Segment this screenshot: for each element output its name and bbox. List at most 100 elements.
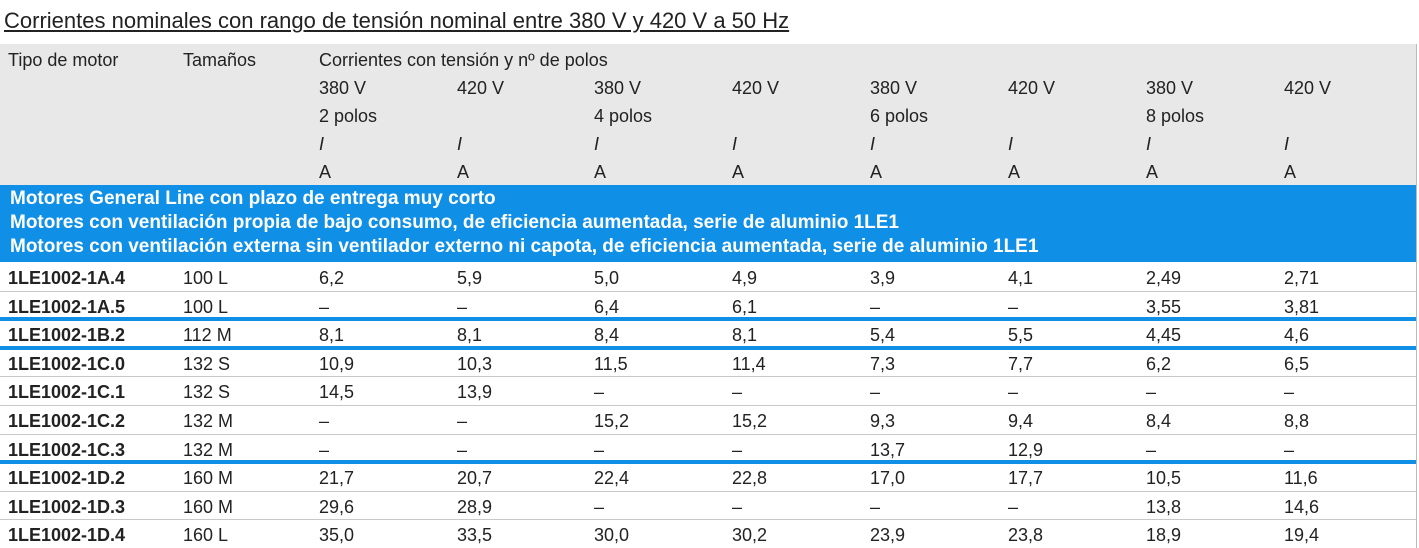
cell: 35,0: [319, 525, 355, 545]
cell: 6,4: [594, 297, 620, 317]
voltage: 380 V: [870, 78, 918, 98]
header: Tipo de motor Tamaños Corrientes con ten…: [0, 44, 1416, 185]
unit: A: [1008, 162, 1021, 182]
cell: 22,4: [594, 468, 630, 488]
cell: –: [319, 440, 330, 460]
cell: 1LE1002-1B.2: [8, 325, 126, 345]
cell: 1LE1002-1D.2: [8, 468, 126, 488]
cell: 11,4: [732, 354, 766, 374]
cell: 6,2: [1146, 354, 1172, 374]
cell: 1LE1002-1C.0: [8, 354, 126, 374]
voltage: 380 V: [319, 78, 367, 98]
cell: 8,1: [457, 325, 483, 345]
cell: 17,7: [1008, 468, 1044, 488]
row-separator: [0, 317, 1416, 321]
symbol: I: [732, 134, 738, 154]
header-cell: Tipo de motor: [8, 50, 119, 70]
cell: 1LE1002-1D.4: [8, 525, 126, 545]
cell: –: [1146, 382, 1157, 402]
cell: –: [1284, 382, 1295, 402]
cell: 21,7: [319, 468, 355, 488]
cell: 160 L: [183, 525, 229, 545]
cell: –: [319, 411, 330, 431]
cell: 29,6: [319, 497, 355, 517]
cell: 112 M: [183, 325, 232, 345]
cell: 22,8: [732, 468, 768, 488]
cell: 3,81: [1284, 297, 1320, 317]
cell: 30,0: [594, 525, 630, 545]
cell: 100 L: [183, 268, 229, 288]
cell: 23,9: [870, 525, 906, 545]
cell: 19,4: [1284, 525, 1320, 545]
cell: 13,8: [1146, 497, 1182, 517]
section-line: Motores con ventilación externa sin vent…: [10, 236, 1039, 257]
title: Corrientes nominales con rango de tensió…: [4, 8, 790, 33]
cell: 160 M: [183, 497, 234, 517]
cell: –: [457, 440, 468, 460]
row-separator: [0, 346, 1416, 350]
cell: 28,9: [457, 497, 493, 517]
cell: 100 L: [183, 297, 229, 317]
symbol: I: [1146, 134, 1152, 154]
cell: –: [457, 411, 468, 431]
cell: –: [1008, 297, 1019, 317]
cell: 5,5: [1008, 325, 1034, 345]
row-separator: [0, 519, 1416, 520]
cell: 6,1: [732, 297, 758, 317]
cell: 3,9: [870, 268, 896, 288]
cell: 30,2: [732, 525, 768, 545]
cell: 6,2: [319, 268, 345, 288]
cell: –: [594, 440, 605, 460]
symbol: I: [319, 134, 325, 154]
row-separator: [0, 291, 1416, 292]
cell: 9,4: [1008, 411, 1034, 431]
cell: 8,1: [319, 325, 345, 345]
row-separator: [0, 405, 1416, 406]
cell: –: [594, 382, 605, 402]
cell: 7,3: [870, 354, 896, 374]
row-separator: [0, 434, 1416, 435]
cell: 160 M: [183, 468, 234, 488]
cell: –: [870, 382, 881, 402]
unit: A: [1284, 162, 1297, 182]
cell: 9,3: [870, 411, 896, 431]
header-cell: Tamaños: [183, 50, 257, 70]
row-separator: [0, 491, 1416, 492]
cell: 132 S: [183, 382, 231, 402]
header-cell: Corrientes con tensión y nº de polos: [319, 50, 608, 70]
cell: 10,9: [319, 354, 355, 374]
cell: –: [457, 297, 468, 317]
cell: 12,9: [1008, 440, 1044, 460]
cell: 5,9: [457, 268, 483, 288]
cell: 132 M: [183, 411, 234, 431]
unit: A: [1146, 162, 1159, 182]
unit: A: [594, 162, 607, 182]
cell: 132 M: [183, 440, 234, 460]
section-line: Motores General Line con plazo de entreg…: [10, 188, 496, 209]
cell: –: [1008, 382, 1019, 402]
symbol: I: [870, 134, 876, 154]
cell: –: [1284, 440, 1295, 460]
cell: 17,0: [870, 468, 906, 488]
cell: 10,5: [1146, 468, 1182, 488]
cell: –: [1008, 497, 1019, 517]
cell: 1LE1002-1C.1: [8, 382, 126, 402]
symbol: I: [457, 134, 463, 154]
cell: 8,8: [1284, 411, 1310, 431]
cell: 4,45: [1146, 325, 1182, 345]
cell: 11,6: [1284, 468, 1318, 488]
symbol: I: [1008, 134, 1014, 154]
poles: 2 polos: [319, 106, 378, 126]
cell: 11,5: [594, 354, 628, 374]
cell: 13,9: [457, 382, 493, 402]
voltage: 420 V: [1284, 78, 1332, 98]
cell: 132 S: [183, 354, 231, 374]
poles: 4 polos: [594, 106, 653, 126]
border: [1416, 44, 1417, 548]
cell: 15,2: [732, 411, 768, 431]
cell: 1LE1002-1A.5: [8, 297, 126, 317]
symbol: I: [1284, 134, 1290, 154]
cell: 10,3: [457, 354, 493, 374]
cell: 18,9: [1146, 525, 1182, 545]
